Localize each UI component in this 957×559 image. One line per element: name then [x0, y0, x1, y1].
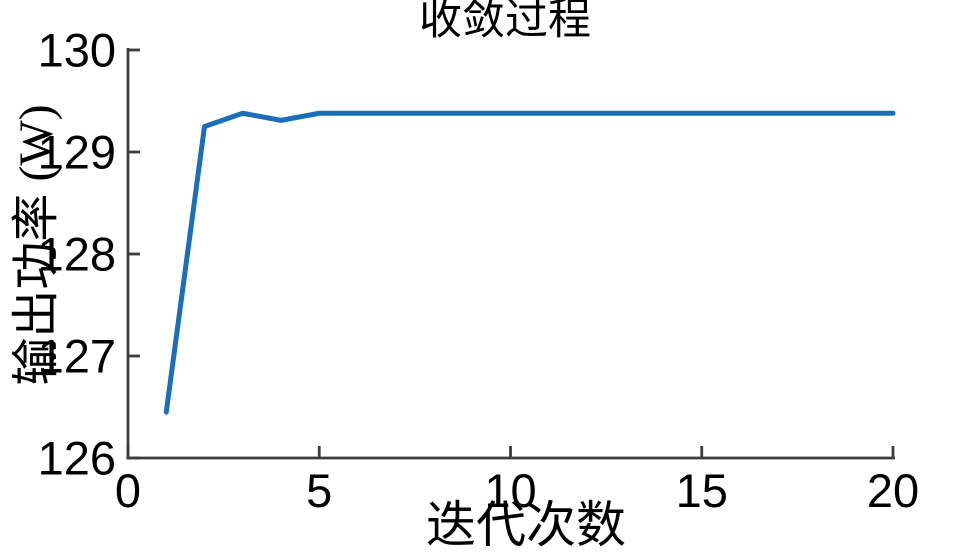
x-tick-label: 15	[675, 464, 728, 517]
x-tick-label: 5	[306, 464, 333, 517]
x-tick-label: 20	[866, 464, 920, 517]
x-axis-label: 迭代次数	[426, 497, 626, 553]
y-tick-label: 129	[37, 125, 116, 179]
x-tick-label: 10	[484, 464, 537, 517]
y-tick-label: 126	[37, 431, 116, 485]
y-tick-label: 127	[37, 329, 116, 383]
chart-title: 收敛过程	[419, 0, 591, 44]
y-tick-label: 128	[37, 227, 116, 281]
x-tick-label: 0	[114, 464, 142, 517]
y-tick-label: 130	[37, 23, 116, 77]
data-line	[163, 110, 896, 415]
